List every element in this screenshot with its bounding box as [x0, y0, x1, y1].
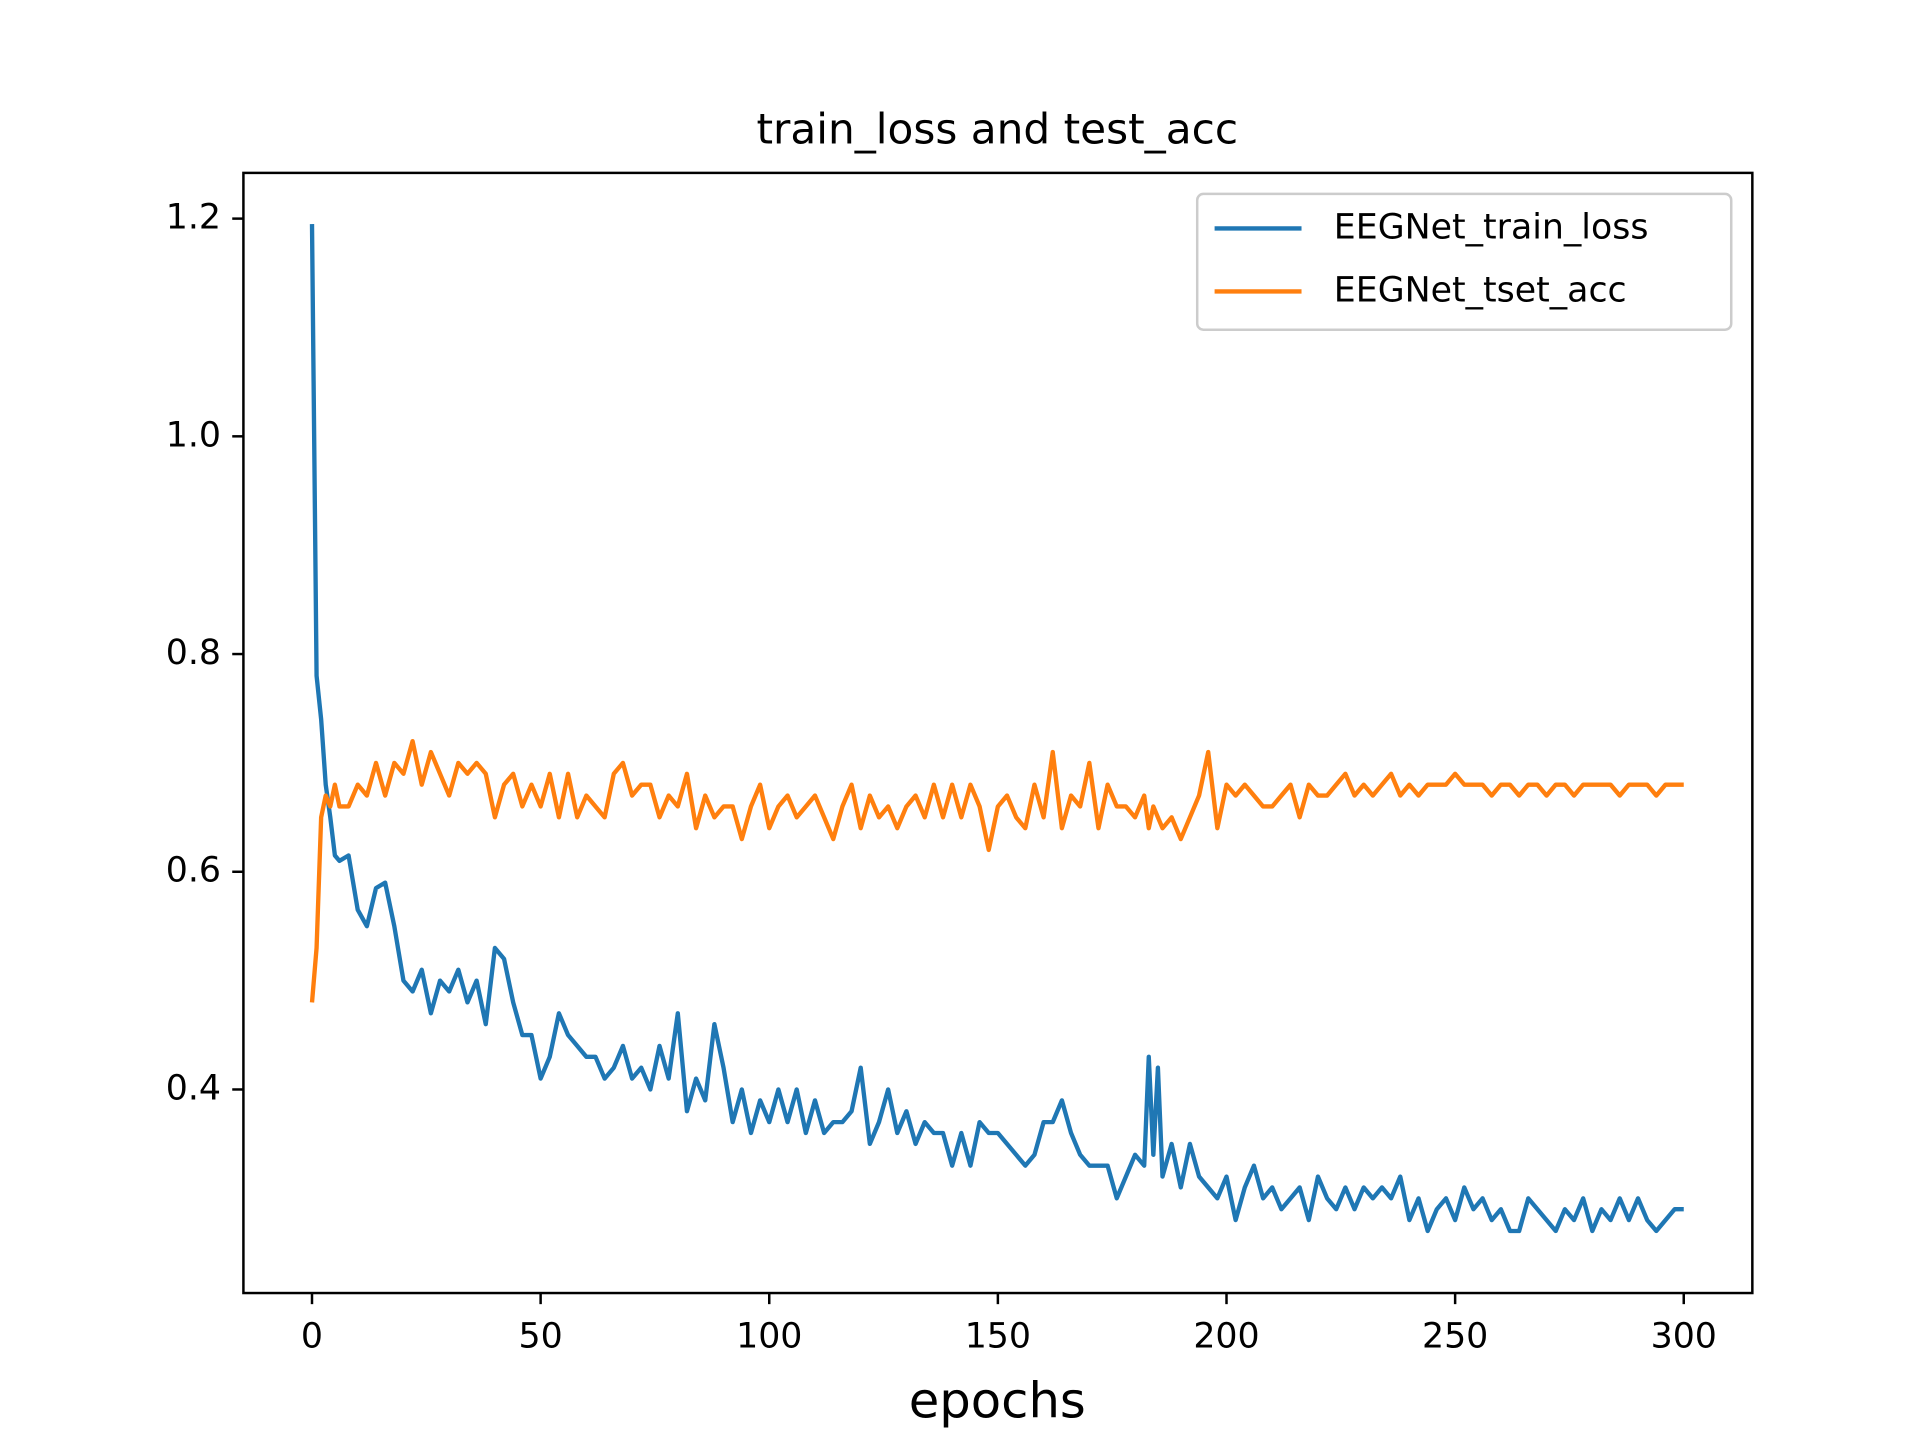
x-tick-label: 0 — [301, 1317, 323, 1357]
y-tick-label: 1.2 — [166, 198, 221, 238]
x-tick-label: 250 — [1422, 1317, 1488, 1357]
legend-label: EEGNet_train_loss — [1334, 208, 1649, 248]
x-tick-label: 300 — [1651, 1317, 1717, 1357]
x-tick-label: 50 — [519, 1317, 563, 1357]
x-tick-label: 100 — [736, 1317, 802, 1357]
data-line — [309, 738, 1684, 1003]
legend-box — [1195, 192, 1733, 331]
x-tick-label: 200 — [1193, 1317, 1259, 1357]
data-line — [309, 224, 1684, 1234]
x-tick-label: 150 — [965, 1317, 1031, 1357]
y-tick-label: 0.4 — [166, 1069, 221, 1109]
y-tick-label: 0.6 — [166, 851, 221, 891]
legend-label: EEGNet_tset_acc — [1334, 271, 1627, 311]
chart-title: train_loss and test_acc — [756, 105, 1238, 154]
y-tick-label: 1.0 — [166, 415, 221, 455]
y-tick-label: 0.8 — [166, 633, 221, 673]
x-axis-label: epochs — [909, 1372, 1086, 1430]
